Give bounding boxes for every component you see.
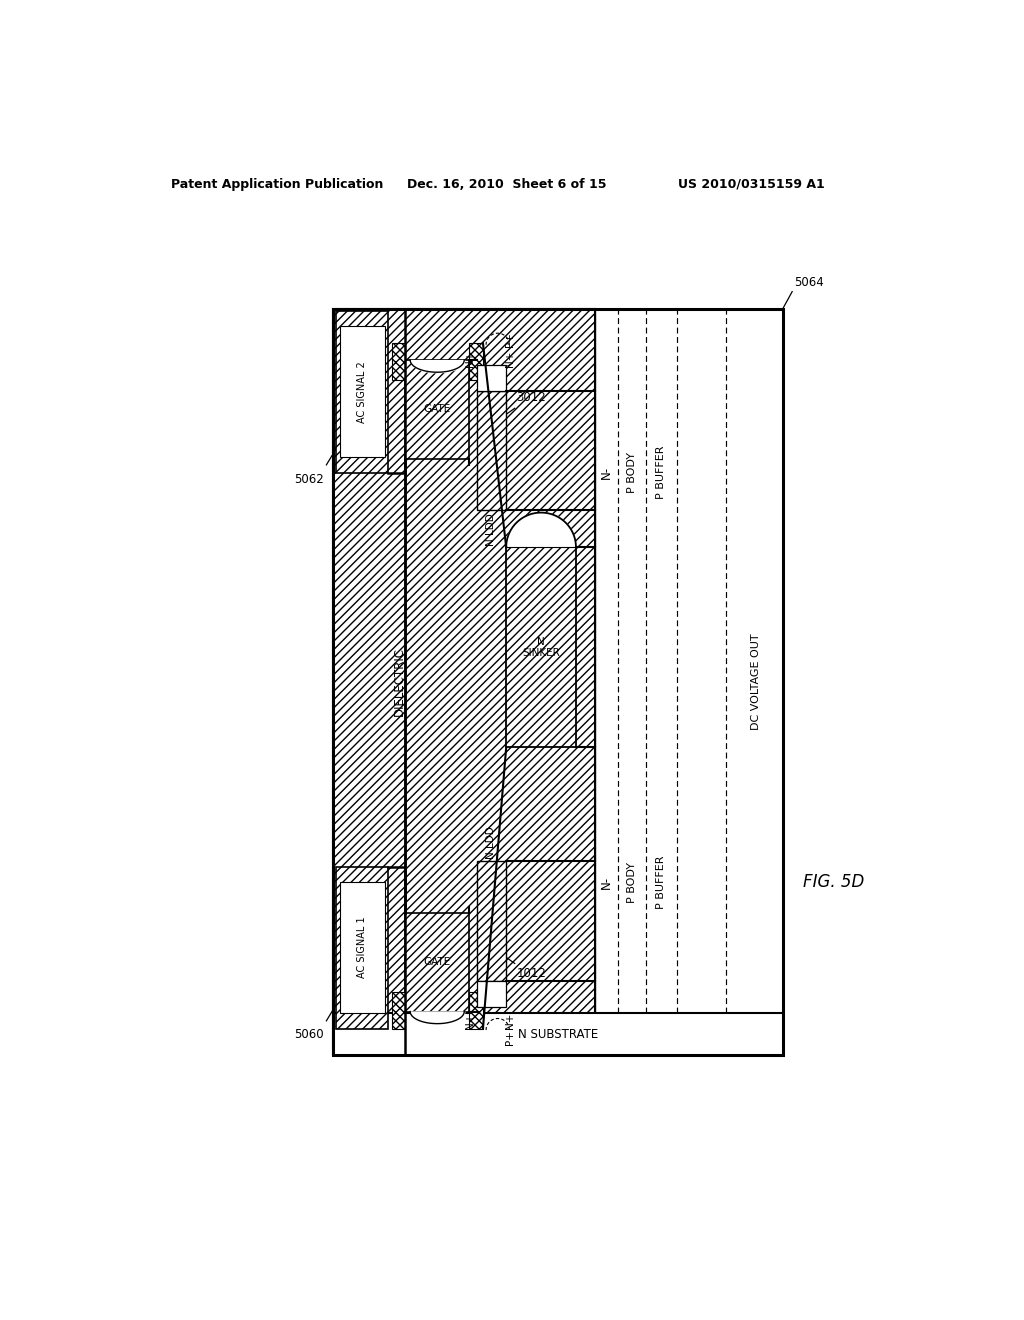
Text: P BODY: P BODY bbox=[627, 862, 637, 903]
Text: P BUFFER: P BUFFER bbox=[656, 445, 667, 499]
Text: N+: N+ bbox=[465, 350, 475, 367]
Text: N+: N+ bbox=[465, 1012, 475, 1030]
Bar bbox=[469, 991, 483, 1028]
Text: P+: P+ bbox=[505, 1031, 515, 1045]
Text: Patent Application Publication: Patent Application Publication bbox=[171, 178, 383, 190]
Bar bbox=[595, 309, 783, 1014]
Bar bbox=[406, 913, 469, 1011]
Bar bbox=[506, 548, 575, 747]
Bar bbox=[340, 882, 385, 1014]
Text: P BODY: P BODY bbox=[627, 451, 637, 492]
Bar bbox=[391, 991, 406, 1028]
Text: AC SIGNAL 2: AC SIGNAL 2 bbox=[357, 360, 367, 422]
Bar bbox=[340, 326, 385, 457]
Bar bbox=[477, 391, 506, 511]
Text: GATE: GATE bbox=[424, 957, 451, 968]
Bar bbox=[334, 309, 595, 1056]
Text: AC SIGNAL 1: AC SIGNAL 1 bbox=[357, 917, 367, 978]
Text: GATE: GATE bbox=[424, 404, 451, 414]
Text: N
SINKER: N SINKER bbox=[522, 636, 560, 659]
Bar bbox=[477, 981, 506, 1007]
Text: N+: N+ bbox=[505, 350, 515, 367]
Text: 1012: 1012 bbox=[516, 968, 546, 981]
Bar bbox=[336, 867, 388, 1028]
Text: 5062: 5062 bbox=[294, 473, 324, 486]
Text: Dec. 16, 2010  Sheet 6 of 15: Dec. 16, 2010 Sheet 6 of 15 bbox=[407, 178, 606, 190]
Text: N-: N- bbox=[600, 466, 612, 479]
Text: 3012: 3012 bbox=[516, 392, 546, 404]
Bar bbox=[334, 309, 783, 1056]
Bar bbox=[336, 312, 388, 473]
Bar bbox=[391, 343, 406, 380]
Text: N+: N+ bbox=[505, 1012, 515, 1030]
Text: P BUFFER: P BUFFER bbox=[656, 855, 667, 909]
Text: N LDD: N LDD bbox=[486, 826, 497, 858]
Text: P+: P+ bbox=[505, 331, 515, 347]
Bar bbox=[406, 360, 469, 459]
Text: N-: N- bbox=[600, 875, 612, 888]
Polygon shape bbox=[506, 512, 575, 548]
Text: US 2010/0315159 A1: US 2010/0315159 A1 bbox=[678, 178, 825, 190]
Bar bbox=[334, 1014, 783, 1056]
Bar bbox=[469, 343, 483, 380]
Text: FIG. 5D: FIG. 5D bbox=[803, 874, 864, 891]
Text: N LDD: N LDD bbox=[486, 513, 497, 546]
Bar bbox=[477, 862, 506, 981]
Text: N SUBSTRATE: N SUBSTRATE bbox=[518, 1028, 598, 1040]
Bar bbox=[477, 364, 506, 391]
Text: DC VOLTAGE OUT: DC VOLTAGE OUT bbox=[751, 634, 761, 730]
Bar bbox=[334, 309, 783, 1056]
Text: DIELECTRIC: DIELECTRIC bbox=[393, 648, 406, 717]
Text: 5060: 5060 bbox=[295, 1028, 324, 1041]
Text: 5064: 5064 bbox=[794, 276, 823, 289]
